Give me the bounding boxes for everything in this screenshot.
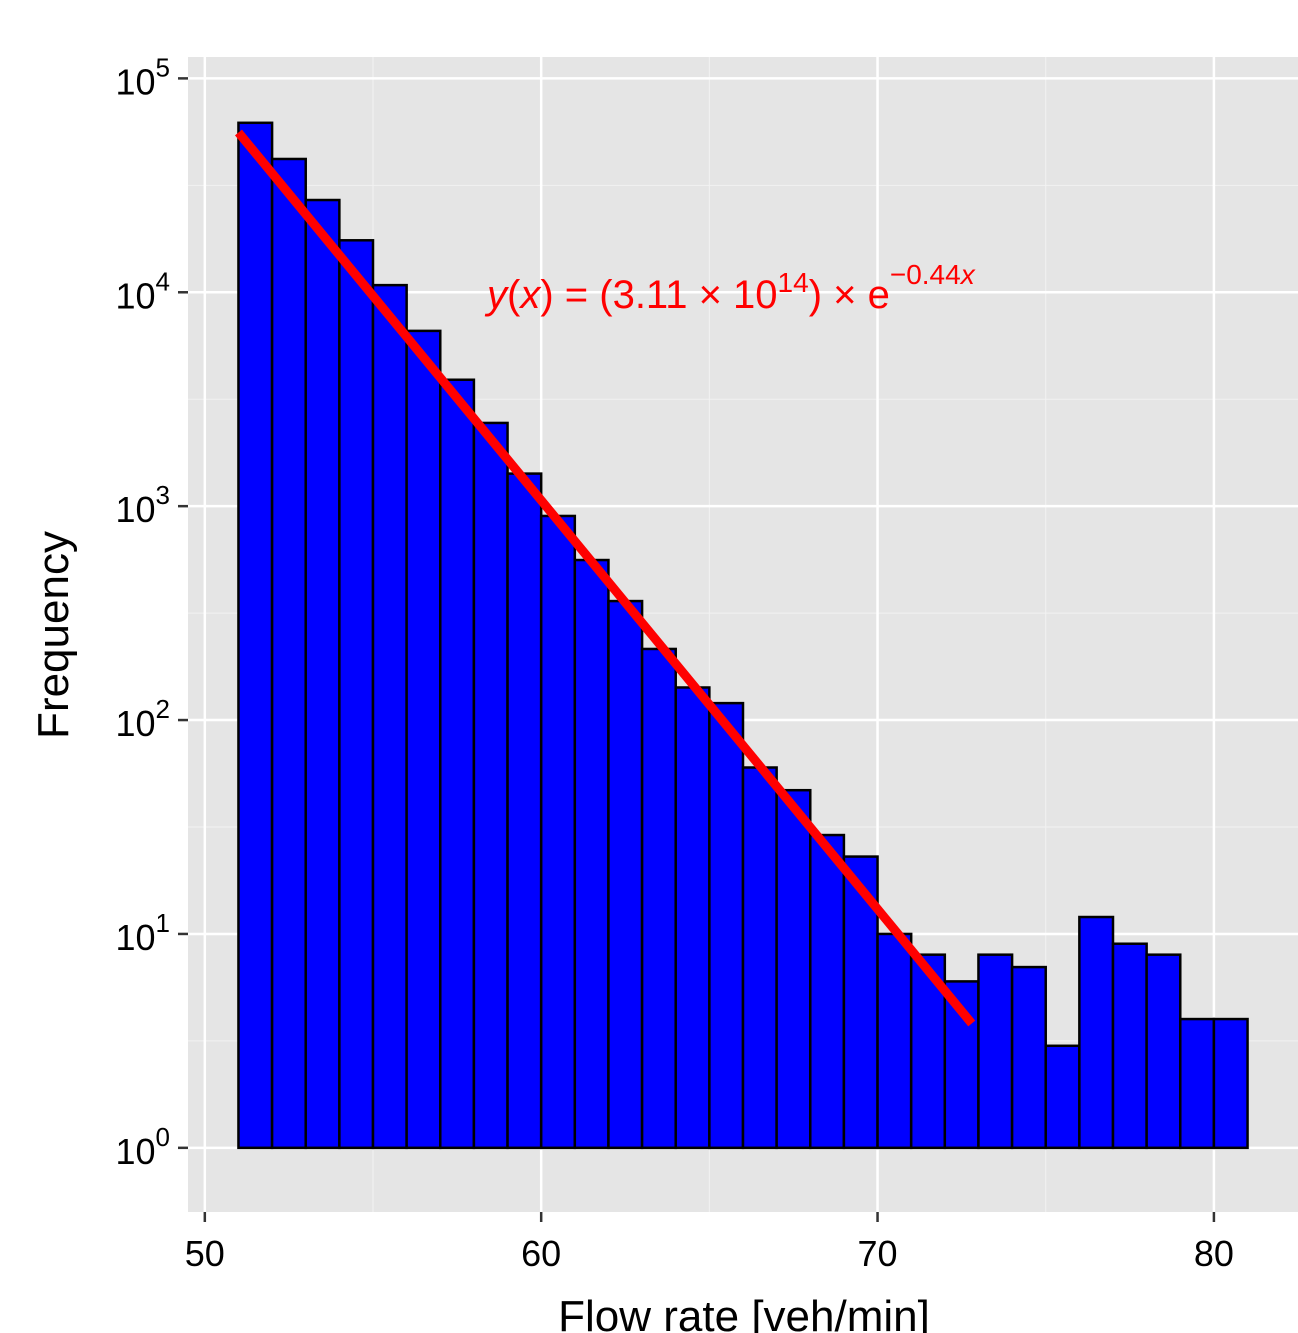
histogram-bar <box>1147 955 1181 1148</box>
histogram-bar <box>608 601 642 1148</box>
histogram-bar <box>1180 1019 1214 1148</box>
histogram-bar <box>306 200 340 1148</box>
histogram-bar <box>978 955 1012 1148</box>
y-tick-exponent: 1 <box>156 908 170 938</box>
histogram-bar <box>474 423 508 1148</box>
histogram-bar <box>777 790 811 1148</box>
y-tick-exponent: 2 <box>156 694 170 724</box>
equation-x: x <box>518 273 542 317</box>
histogram-bar <box>272 159 306 1148</box>
y-tick-base: 10 <box>115 61 155 102</box>
equation-exp-base: ) × e <box>809 273 890 317</box>
y-tick-label: 105 <box>115 52 170 102</box>
equation-open-paren: ( <box>507 273 521 317</box>
histogram-bar <box>743 768 777 1148</box>
histogram-bar <box>373 285 407 1148</box>
x-tick-label: 50 <box>185 1233 225 1274</box>
x-tick-label: 60 <box>521 1233 561 1274</box>
histogram-bar <box>642 649 676 1148</box>
histogram-bar <box>339 240 373 1148</box>
histogram-bar <box>407 331 441 1148</box>
histogram-bar <box>1079 917 1113 1148</box>
histogram-bar <box>1046 1046 1080 1148</box>
y-tick-exponent: 4 <box>156 266 170 296</box>
histogram-bar <box>541 516 575 1148</box>
y-tick-exponent: 0 <box>156 1122 170 1152</box>
histogram-bar <box>810 835 844 1148</box>
y-tick-base: 10 <box>115 703 155 744</box>
y-tick-base: 10 <box>115 917 155 958</box>
histogram-bar <box>709 703 743 1148</box>
x-tick-label: 80 <box>1194 1233 1234 1274</box>
histogram-bar <box>676 687 710 1147</box>
x-axis-title: Flow rate [veh/min] <box>558 1292 930 1333</box>
y-tick-base: 10 <box>115 489 155 530</box>
y-tick-label: 103 <box>115 480 170 530</box>
equation-close-paren: ) <box>540 273 553 317</box>
y-axis-title: Frequency <box>29 531 78 739</box>
y-tick-label: 104 <box>115 266 170 316</box>
y-tick-exponent: 3 <box>156 480 170 510</box>
equation-exponent: −0.44 <box>890 259 961 290</box>
histogram-bar <box>1012 967 1046 1148</box>
y-tick-label: 101 <box>115 908 170 958</box>
y-tick-base: 10 <box>115 275 155 316</box>
histogram-bar <box>878 934 912 1148</box>
equation-exponent-x: x <box>959 259 976 290</box>
y-tick-base: 10 <box>115 1131 155 1172</box>
x-axis-ticks: 50 60 70 80 <box>185 1212 1234 1274</box>
x-tick-label: 70 <box>858 1233 898 1274</box>
histogram-bar <box>1214 1019 1248 1148</box>
y-tick-label: 102 <box>115 694 170 744</box>
histogram-bar <box>440 380 474 1148</box>
histogram-bar <box>508 474 542 1148</box>
y-tick-label: 100 <box>115 1122 170 1172</box>
equation-equals: = <box>554 273 600 317</box>
equation-coefficient: (3.11 × 10 <box>599 273 777 317</box>
histogram-bar <box>238 123 272 1148</box>
equation-coefficient-exponent: 14 <box>778 267 809 298</box>
histogram-bar <box>575 560 609 1148</box>
histogram-bar <box>1113 944 1147 1148</box>
y-tick-exponent: 5 <box>156 52 170 82</box>
